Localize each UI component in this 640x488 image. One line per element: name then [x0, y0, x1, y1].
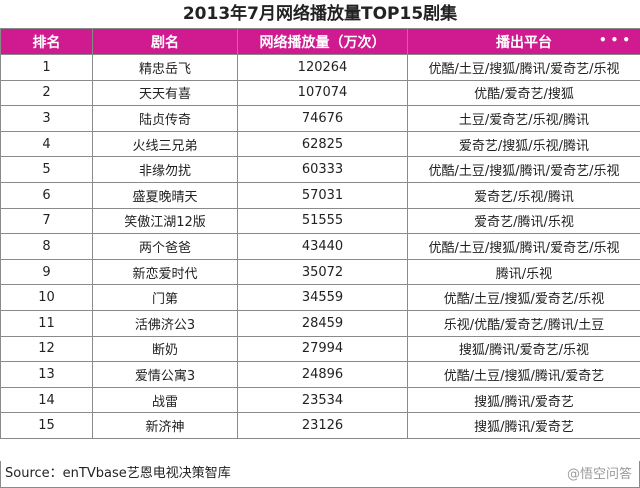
- cell-drama-name: 笑傲江湖12版: [92, 207, 238, 235]
- cell-platform: 优酷/爱奇艺/搜狐: [407, 79, 640, 107]
- cell-drama-name: 陆贞传奇: [92, 105, 238, 132]
- cell-play-count: 24896: [237, 361, 408, 388]
- cell-play-count: 120264: [237, 54, 408, 81]
- cell-play-count: 34559: [237, 284, 408, 311]
- ranking-table: 排名 剧名 网络播放量（万次） 播出平台 ••• 1 精忠岳飞 120264 优酷/土…: [0, 28, 640, 439]
- table-row: 14 战雷 23534 搜狐/腾讯/爱奇艺: [0, 386, 640, 414]
- header-rank: 排名: [0, 28, 93, 55]
- cell-drama-name: 爱情公寓3: [92, 361, 238, 388]
- cell-rank: 1: [0, 54, 93, 81]
- cell-rank: 4: [0, 130, 93, 158]
- cell-platform: 爱奇艺/乐视/腾讯: [407, 181, 640, 209]
- cell-rank: 15: [0, 412, 93, 439]
- cell-drama-name: 精忠岳飞: [92, 54, 238, 81]
- source-note: Source：enTVbase艺恩电视决策智库: [0, 461, 640, 488]
- cell-play-count: 74676: [237, 105, 408, 132]
- cell-platform: 搜狐/腾讯/爱奇艺: [407, 412, 640, 439]
- cell-drama-name: 断奶: [92, 335, 238, 363]
- table-row: 10 门第 34559 优酷/土豆/搜狐/爱奇艺/乐视: [0, 284, 640, 311]
- cell-drama-name: 天天有喜: [92, 79, 238, 107]
- cell-play-count: 27994: [237, 335, 408, 363]
- cell-rank: 2: [0, 79, 93, 107]
- cell-play-count: 57031: [237, 181, 408, 209]
- header-platform-label: 播出平台: [496, 34, 552, 51]
- table-row: 12 断奶 27994 搜狐/腾讯/爱奇艺/乐视: [0, 335, 640, 363]
- page-title: 2013年7月网络播放量TOP15剧集: [182, 4, 458, 24]
- cell-play-count: 35072: [237, 258, 408, 286]
- table-row: 9 新恋爱时代 35072 腾讯/乐视: [0, 258, 640, 286]
- table-row: 5 非缘勿扰 60333 优酷/土豆/搜狐/腾讯/爱奇艺/乐视: [0, 156, 640, 183]
- cell-drama-name: 新恋爱时代: [92, 258, 238, 286]
- cell-rank: 6: [0, 181, 93, 209]
- cell-platform: 优酷/土豆/搜狐/腾讯/爱奇艺/乐视: [407, 156, 640, 183]
- more-dots-icon: •••: [598, 33, 634, 47]
- cell-play-count: 43440: [237, 233, 408, 260]
- cell-drama-name: 活佛济公3: [92, 309, 238, 337]
- cell-platform: 搜狐/腾讯/爱奇艺/乐视: [407, 335, 640, 363]
- cell-platform: 土豆/爱奇艺/乐视/腾讯: [407, 105, 640, 132]
- table-row: 7 笑傲江湖12版 51555 爱奇艺/腾讯/乐视: [0, 207, 640, 235]
- cell-play-count: 28459: [237, 309, 408, 337]
- cell-drama-name: 新济神: [92, 412, 238, 439]
- cell-platform: 优酷/土豆/搜狐/爱奇艺/乐视: [407, 284, 640, 311]
- cell-drama-name: 战雷: [92, 386, 238, 414]
- cell-drama-name: 两个爸爸: [92, 233, 238, 260]
- cell-rank: 10: [0, 284, 93, 311]
- table-row: 13 爱情公寓3 24896 优酷/土豆/搜狐/腾讯/爱奇艺: [0, 361, 640, 388]
- cell-play-count: 62825: [237, 130, 408, 158]
- table-row: 2 天天有喜 107074 优酷/爱奇艺/搜狐: [0, 79, 640, 107]
- table-row: 6 盛夏晚晴天 57031 爱奇艺/乐视/腾讯: [0, 181, 640, 209]
- table-row: 1 精忠岳飞 120264 优酷/土豆/搜狐/腾讯/爱奇艺/乐视: [0, 54, 640, 81]
- cell-platform: 搜狐/腾讯/爱奇艺: [407, 386, 640, 414]
- cell-rank: 7: [0, 207, 93, 235]
- table-row: 3 陆贞传奇 74676 土豆/爱奇艺/乐视/腾讯: [0, 105, 640, 132]
- cell-play-count: 51555: [237, 207, 408, 235]
- cell-rank: 11: [0, 309, 93, 337]
- cell-platform: 爱奇艺/搜狐/乐视/腾讯: [407, 130, 640, 158]
- cell-drama-name: 门第: [92, 284, 238, 311]
- cell-platform: 优酷/土豆/搜狐/腾讯/爱奇艺/乐视: [407, 233, 640, 260]
- cell-rank: 5: [0, 156, 93, 183]
- cell-rank: 3: [0, 105, 93, 132]
- header-platform: 播出平台 •••: [407, 28, 640, 55]
- table-body: 1 精忠岳飞 120264 优酷/土豆/搜狐/腾讯/爱奇艺/乐视 2 天天有喜 107074…: [0, 54, 640, 439]
- cell-platform: 优酷/土豆/搜狐/腾讯/爱奇艺/乐视: [407, 54, 640, 81]
- cell-play-count: 107074: [237, 79, 408, 107]
- watermark: @悟空问答: [566, 467, 632, 482]
- cell-platform: 腾讯/乐视: [407, 258, 640, 286]
- table-row: 8 两个爸爸 43440 优酷/土豆/搜狐/腾讯/爱奇艺/乐视: [0, 233, 640, 260]
- cell-drama-name: 非缘勿扰: [92, 156, 238, 183]
- cell-play-count: 23534: [237, 386, 408, 414]
- table-row: 4 火线三兄弟 62825 爱奇艺/搜狐/乐视/腾讯: [0, 130, 640, 158]
- cell-rank: 8: [0, 233, 93, 260]
- cell-drama-name: 火线三兄弟: [92, 130, 238, 158]
- cell-drama-name: 盛夏晚晴天: [92, 181, 238, 209]
- cell-play-count: 60333: [237, 156, 408, 183]
- cell-platform: 爱奇艺/腾讯/乐视: [407, 207, 640, 235]
- cell-rank: 13: [0, 361, 93, 388]
- header-play-count: 网络播放量（万次）: [237, 28, 408, 55]
- cell-platform: 乐视/优酷/爱奇艺/腾讯/土豆: [407, 309, 640, 337]
- cell-rank: 9: [0, 258, 93, 286]
- cell-platform: 优酷/土豆/搜狐/腾讯/爱奇艺: [407, 361, 640, 388]
- table-row: 11 活佛济公3 28459 乐视/优酷/爱奇艺/腾讯/土豆: [0, 309, 640, 337]
- header-drama-name: 剧名: [92, 28, 238, 55]
- cell-rank: 14: [0, 386, 93, 414]
- cell-rank: 12: [0, 335, 93, 363]
- cell-play-count: 23126: [237, 412, 408, 439]
- table-row: 15 新济神 23126 搜狐/腾讯/爱奇艺: [0, 412, 640, 439]
- table-header-row: 排名 剧名 网络播放量（万次） 播出平台 •••: [0, 28, 640, 55]
